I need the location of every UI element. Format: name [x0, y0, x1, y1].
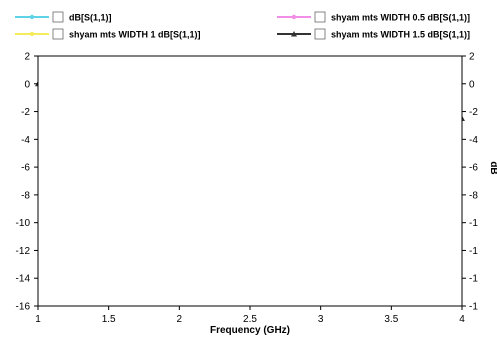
- x-tick-label: 2.5: [243, 314, 257, 325]
- x-tick-label: 3.5: [384, 314, 398, 325]
- y-tick-label: 2: [24, 52, 30, 63]
- legend-label: dB[S(1,1)]: [69, 13, 112, 23]
- right-y-tick-label: -1: [469, 274, 478, 285]
- x-tick-label: 3: [318, 314, 324, 325]
- legend-marker: [29, 14, 35, 20]
- right-y-tick-label: -1: [469, 302, 478, 313]
- x-tick-label: 1: [35, 314, 41, 325]
- y-tick-label: -16: [16, 302, 31, 313]
- y-tick-label: -2: [21, 107, 30, 118]
- right-y-tick-label: 0: [469, 79, 475, 90]
- legend-checkbox: [52, 28, 64, 40]
- right-y-tick-label: -6: [469, 163, 478, 174]
- legend-checkbox: [52, 11, 64, 23]
- legend-marker: [29, 31, 35, 37]
- y-tick-label: 0: [24, 79, 30, 90]
- y-tick-label: -14: [16, 274, 31, 285]
- x-tick-label: 1.5: [102, 314, 116, 325]
- x-tick-label: 4: [459, 314, 465, 325]
- right-y-tick-label: -2: [469, 107, 478, 118]
- legend: dB[S(1,1)] shyam mts WIDTH 0.5 dB[S(1,1)]…: [15, 11, 470, 40]
- y-tick-label: -10: [16, 218, 31, 229]
- y-tick-label: -8: [21, 190, 30, 201]
- legend-marker: [291, 31, 297, 37]
- legend-label: shyam mts WIDTH 1.5 dB[S(1,1)]: [331, 30, 470, 40]
- legend-checkbox: [314, 11, 326, 23]
- right-y-tick-label: -1: [469, 246, 478, 257]
- right-y-tick-label: 2: [469, 52, 475, 63]
- right-y-tick-label: -8: [469, 190, 478, 201]
- legend-marker: [291, 14, 297, 20]
- axes: [34, 55, 466, 310]
- plot-frame: [37, 55, 463, 307]
- y-tick-label: -6: [21, 163, 30, 174]
- y-tick-label: -4: [21, 135, 30, 146]
- right-y-tick-label: -4: [469, 135, 478, 146]
- tick-labels: 1 1.5 2 2.5 3 3.5 4 2 2 0 0 -2 -2 -4 -4 -6 -6 -8 -8 -10 -1 -1…: [16, 52, 479, 326]
- right-y-tick-label: -1: [469, 218, 478, 229]
- x-tick-label: 2: [177, 314, 183, 325]
- legend-label: shyam mts WIDTH 1 dB[S(1,1)]: [69, 30, 201, 40]
- right-y-axis-title: dB: [488, 161, 497, 174]
- legend-checkbox: [314, 28, 326, 40]
- legend-label: shyam mts WIDTH 0.5 dB[S(1,1)]: [331, 13, 470, 23]
- x-axis-title: Frequency (GHz): [210, 325, 290, 336]
- y-tick-label: -12: [16, 246, 31, 257]
